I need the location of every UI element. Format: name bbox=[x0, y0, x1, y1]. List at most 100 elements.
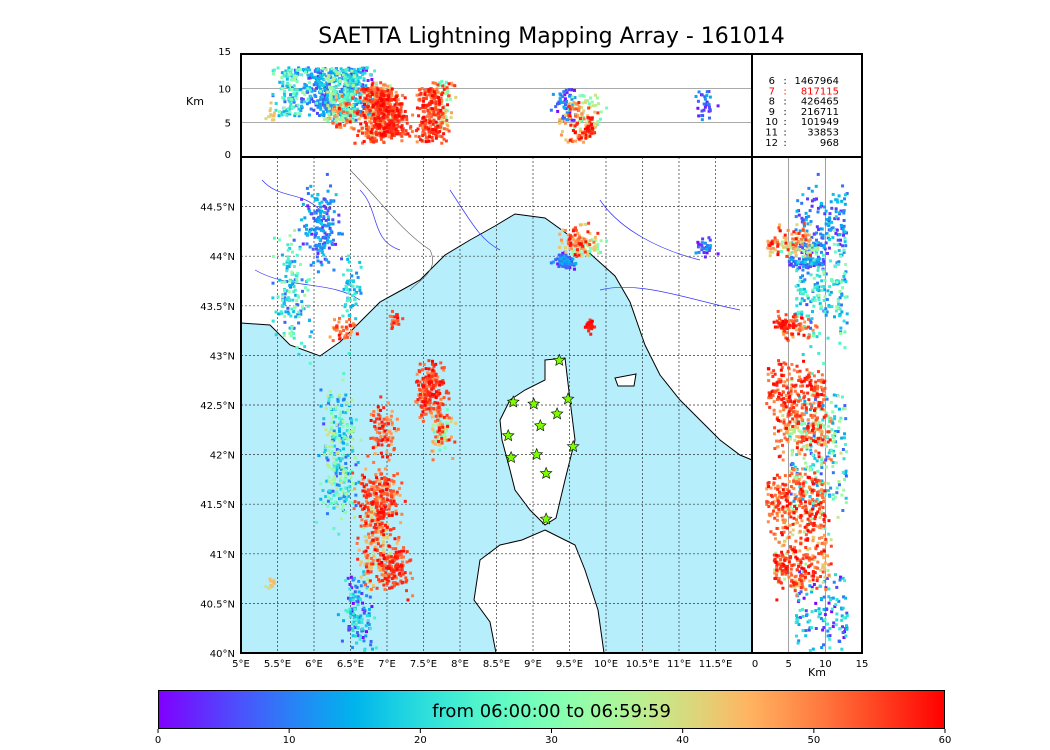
source-point-altlat bbox=[808, 402, 812, 406]
source-point-map bbox=[383, 512, 387, 516]
source-point-altlat bbox=[845, 626, 849, 630]
source-point-altlon bbox=[417, 135, 421, 139]
source-point-altlat bbox=[835, 198, 839, 202]
source-point-map bbox=[370, 605, 374, 609]
source-point-altlon bbox=[369, 86, 373, 90]
source-point-altlat bbox=[817, 289, 821, 293]
source-point-map bbox=[349, 575, 353, 579]
source-point-map bbox=[368, 595, 372, 599]
source-point-map bbox=[345, 327, 349, 331]
source-point-altlon bbox=[325, 96, 329, 100]
source-point-map bbox=[348, 288, 352, 292]
source-point-altlon bbox=[283, 100, 287, 104]
source-point-map bbox=[414, 400, 418, 404]
source-point-map bbox=[320, 263, 324, 267]
source-point-altlon bbox=[582, 94, 586, 98]
source-point-map bbox=[341, 378, 345, 382]
source-point-map bbox=[286, 306, 290, 310]
source-point-altlat bbox=[790, 453, 794, 457]
source-point-altlat bbox=[806, 296, 810, 300]
source-point-altlon bbox=[338, 103, 342, 107]
source-point-altlon bbox=[307, 68, 311, 72]
source-point-altlat bbox=[837, 483, 841, 487]
source-point-altlat bbox=[804, 211, 808, 215]
source-point-altlat bbox=[826, 629, 830, 633]
source-point-map bbox=[563, 228, 567, 232]
source-point-altlon bbox=[340, 77, 344, 81]
source-point-altlon bbox=[321, 67, 325, 71]
source-point-map bbox=[344, 411, 348, 415]
source-point-map bbox=[330, 411, 334, 415]
source-point-altlon bbox=[288, 72, 292, 76]
source-point-map bbox=[392, 526, 396, 530]
source-point-map bbox=[367, 565, 371, 569]
source-point-altlat bbox=[814, 418, 818, 422]
source-point-altlat bbox=[787, 326, 791, 330]
source-point-altlat bbox=[843, 330, 847, 334]
source-point-altlat bbox=[798, 549, 802, 553]
source-point-altlat bbox=[819, 552, 823, 556]
source-point-altlat bbox=[823, 579, 827, 583]
source-point-map bbox=[359, 438, 363, 442]
source-point-altlon bbox=[348, 80, 352, 84]
source-point-altlat bbox=[799, 542, 803, 546]
source-point-map bbox=[577, 246, 581, 250]
source-point-altlat bbox=[823, 481, 827, 485]
source-point-altlat bbox=[788, 437, 792, 441]
source-point-altlat bbox=[837, 480, 841, 484]
source-point-map bbox=[345, 429, 349, 433]
source-point-altlat bbox=[830, 607, 834, 611]
source-point-altlon bbox=[400, 134, 404, 138]
source-point-altlat bbox=[775, 518, 779, 522]
source-point-map bbox=[298, 245, 302, 249]
source-point-altlat bbox=[800, 288, 804, 292]
source-point-altlon bbox=[561, 116, 565, 120]
source-point-altlat bbox=[814, 259, 818, 263]
source-point-altlon bbox=[584, 100, 588, 104]
source-point-altlon bbox=[282, 97, 286, 101]
source-point-map bbox=[428, 399, 432, 403]
source-point-altlat bbox=[838, 290, 842, 294]
source-point-map bbox=[356, 603, 360, 607]
source-point-map bbox=[277, 312, 281, 316]
source-point-altlat bbox=[779, 319, 783, 323]
source-point-altlon bbox=[338, 94, 342, 98]
source-point-map bbox=[350, 646, 354, 650]
source-point-map bbox=[316, 251, 320, 255]
source-point-altlat bbox=[800, 326, 804, 330]
source-point-map bbox=[396, 538, 400, 542]
source-point-altlat bbox=[822, 643, 826, 647]
source-point-altlat bbox=[798, 279, 802, 283]
source-point-altlat bbox=[787, 575, 791, 579]
chart-title: SAETTA Lightning Mapping Array - 161014 bbox=[318, 24, 785, 49]
source-point-map bbox=[360, 627, 364, 631]
source-point-map bbox=[322, 217, 326, 221]
source-point-map bbox=[291, 298, 295, 302]
source-point-map bbox=[329, 184, 333, 188]
source-point-altlon bbox=[454, 95, 458, 99]
source-point-map bbox=[392, 493, 396, 497]
source-point-altlat bbox=[819, 205, 823, 209]
source-point-map bbox=[417, 369, 421, 373]
source-point-altlat bbox=[794, 315, 798, 319]
source-point-altlat bbox=[778, 439, 782, 443]
source-point-altlon bbox=[578, 127, 582, 131]
source-point-map bbox=[299, 312, 303, 316]
source-point-altlat bbox=[788, 428, 792, 432]
source-point-altlat bbox=[825, 397, 829, 401]
source-point-altlat bbox=[809, 465, 813, 469]
source-point-altlon bbox=[359, 93, 363, 97]
source-point-altlat bbox=[844, 469, 848, 473]
source-point-altlat bbox=[793, 586, 797, 590]
source-point-map bbox=[450, 416, 454, 420]
source-point-altlat bbox=[822, 607, 826, 611]
source-point-map bbox=[398, 568, 402, 572]
source-point-map bbox=[342, 287, 346, 291]
source-point-map bbox=[385, 557, 389, 561]
source-point-altlon bbox=[317, 85, 321, 89]
source-point-map bbox=[391, 511, 395, 515]
source-point-map bbox=[352, 576, 356, 580]
source-point-map bbox=[348, 607, 352, 611]
source-point-altlat bbox=[766, 492, 770, 496]
source-point-map bbox=[358, 289, 362, 293]
